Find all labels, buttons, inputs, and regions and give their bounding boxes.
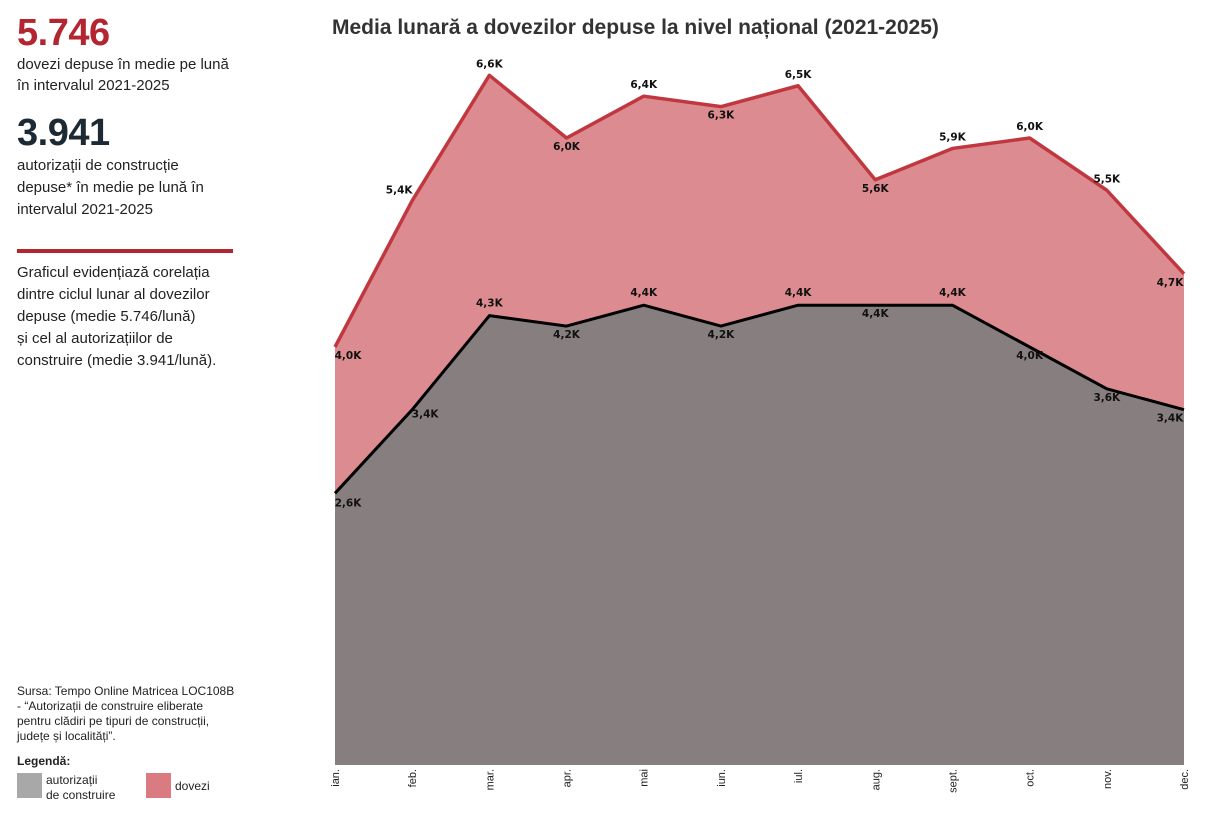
data-label-autorizatii: 4,4K (939, 287, 967, 299)
data-label-autorizatii: 3,4K (412, 409, 440, 421)
data-label-autorizatii: 2,6K (335, 497, 363, 509)
legend-label-line: autorizații (46, 773, 98, 787)
data-label-dovezi: 4,7K (1157, 277, 1185, 289)
data-label-autorizatii: 4,3K (476, 298, 504, 310)
data-label-autorizatii: 3,4K (1157, 413, 1185, 425)
x-tick-label: aug. (870, 769, 882, 790)
stat-autorizatii-desc-3: intervalul 2021-2025 (17, 201, 153, 218)
data-label-dovezi: 6,3K (708, 110, 736, 122)
data-label-dovezi: 6,6K (476, 58, 504, 70)
data-label-dovezi: 5,6K (862, 183, 890, 195)
legend-item-dovezi: dovezi (146, 773, 210, 798)
x-tick-label: iun. (716, 769, 728, 787)
source-line: pentru clădiri pe tipuri de construcții, (17, 714, 210, 728)
legend-label-line: dovezi (175, 779, 210, 793)
x-tick-label: mar. (484, 769, 496, 790)
data-label-autorizatii: 4,2K (553, 329, 581, 341)
stat-dovezi-value: 5.746 (17, 12, 110, 54)
chart-description: Graficul evidențiază corelația dintre ci… (17, 262, 242, 372)
line-dovezi (333, 73, 1186, 348)
data-label-autorizatii: 4,4K (862, 308, 890, 320)
data-label-dovezi: 6,4K (630, 79, 658, 91)
description-line: depuse (medie 5.746/lună) (17, 308, 196, 325)
data-label-dovezi: 6,0K (1016, 121, 1044, 133)
description-line: și cel al autorizațiilor de (17, 330, 173, 347)
data-label-dovezi: 5,9K (939, 131, 967, 143)
divider (17, 249, 233, 253)
data-label-autorizatii: 4,2K (708, 329, 736, 341)
area-autorizatii (335, 305, 1184, 765)
source-note: Sursa: Tempo Online Matricea LOC108B - “… (17, 684, 245, 744)
line-autorizatii (333, 303, 1185, 495)
data-label-autorizatii: 4,4K (785, 287, 813, 299)
x-tick-label: dec. (1179, 769, 1191, 790)
legend-label-line: de construire (46, 788, 116, 802)
x-tick-label: feb. (407, 769, 419, 787)
description-line: dintre ciclul lunar al dovezilor (17, 286, 210, 303)
x-tick-label: oct. (1025, 769, 1037, 787)
x-tick-label: mai (639, 769, 651, 787)
chart-title: Media lunară a dovezilor depuse la nivel… (332, 16, 939, 39)
source-line: - “Autorizații de construire eliberate (17, 699, 204, 713)
stat-dovezi-desc-2: în intervalul 2021-2025 (17, 77, 170, 94)
source-line: Sursa: Tempo Online Matricea LOC108B (17, 684, 235, 698)
data-label-dovezi: 5,5K (1093, 173, 1121, 185)
x-tick-label: iul. (793, 769, 805, 783)
x-tick-label: sept. (947, 769, 959, 793)
legend-swatch-autorizatii (17, 773, 42, 798)
data-label-dovezi: 4,0K (335, 350, 363, 362)
legend-title: Legendă: (17, 754, 71, 768)
x-tick-label: apr. (562, 769, 574, 787)
description-line: construire (medie 3.941/lună). (17, 352, 217, 369)
data-label-autorizatii: 4,0K (1016, 350, 1044, 362)
data-label-autorizatii: 3,6K (1093, 392, 1121, 404)
stat-dovezi-desc-1: dovezi depuse în medie pe lună (17, 56, 229, 73)
x-tick-label: nov. (1102, 769, 1114, 789)
stat-autorizatii-value: 3.941 (17, 112, 110, 154)
stat-autorizatii-desc-2: depuse* în medie pe lună în (17, 179, 204, 196)
stat-autorizatii-desc-1: autorizații de construcție (17, 157, 179, 174)
data-label-dovezi: 6,0K (553, 141, 581, 153)
legend-label-dovezi: dovezi (175, 773, 210, 794)
source-line: județe și localități”. (17, 729, 116, 743)
sidebar: 5.746 dovezi depuse în medie pe lună în … (0, 0, 245, 823)
data-label-dovezi: 5,4K (386, 185, 414, 197)
description-line: Graficul evidențiază corelația (17, 264, 210, 281)
data-label-dovezi: 6,5K (785, 69, 813, 81)
legend-swatch-dovezi (146, 773, 171, 798)
data-label-autorizatii: 4,4K (630, 287, 658, 299)
x-tick-label: ian. (330, 769, 342, 787)
legend-label-autorizatii: autorizații de construire (46, 773, 115, 803)
legend-item-autorizatii: autorizații de construire (17, 773, 115, 803)
